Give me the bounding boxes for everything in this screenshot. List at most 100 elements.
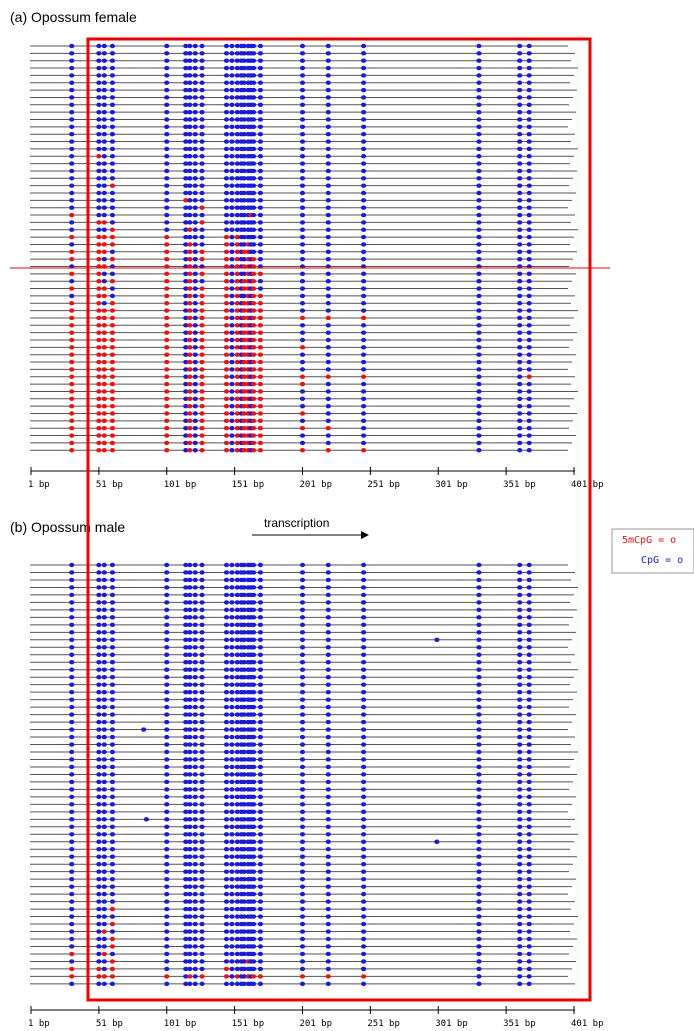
unmethylated-cpg-site bbox=[223, 959, 230, 964]
unmethylated-cpg-site bbox=[257, 832, 264, 837]
unmethylated-cpg-site bbox=[360, 367, 367, 372]
unmethylated-cpg-site bbox=[183, 645, 189, 650]
unmethylated-cpg-site bbox=[183, 87, 189, 93]
unmethylated-cpg-site bbox=[517, 132, 523, 137]
methylated-cpg-site bbox=[109, 411, 116, 416]
unmethylated-cpg-site bbox=[476, 562, 482, 568]
unmethylated-cpg-site bbox=[183, 301, 189, 306]
unmethylated-cpg-site bbox=[199, 869, 205, 874]
unmethylated-cpg-site bbox=[325, 787, 331, 792]
unmethylated-cpg-site bbox=[223, 43, 230, 49]
unmethylated-cpg-site bbox=[526, 227, 532, 232]
unmethylated-cpg-site bbox=[526, 65, 532, 71]
unmethylated-cpg-site bbox=[325, 719, 331, 725]
unmethylated-cpg-site bbox=[517, 109, 523, 115]
unmethylated-cpg-site bbox=[360, 652, 367, 657]
unmethylated-cpg-site bbox=[360, 630, 367, 635]
unmethylated-cpg-site bbox=[96, 704, 102, 710]
unmethylated-cpg-site bbox=[164, 749, 170, 755]
unmethylated-cpg-site bbox=[434, 839, 440, 844]
unmethylated-cpg-site bbox=[199, 809, 205, 815]
unmethylated-cpg-site bbox=[183, 256, 189, 262]
unmethylated-cpg-site bbox=[325, 418, 331, 424]
unmethylated-cpg-site bbox=[299, 689, 306, 695]
unmethylated-cpg-site bbox=[325, 403, 331, 409]
unmethylated-cpg-site bbox=[517, 944, 523, 949]
unmethylated-cpg-site bbox=[69, 652, 75, 657]
methylated-cpg-site bbox=[234, 293, 240, 299]
unmethylated-cpg-site bbox=[257, 929, 264, 934]
unmethylated-cpg-site bbox=[517, 374, 523, 379]
unmethylated-cpg-site bbox=[526, 198, 532, 203]
unmethylated-cpg-site bbox=[69, 58, 75, 63]
unmethylated-cpg-site bbox=[257, 43, 264, 49]
unmethylated-cpg-site bbox=[192, 242, 198, 247]
unmethylated-cpg-site bbox=[234, 682, 240, 687]
unmethylated-cpg-site bbox=[476, 323, 482, 328]
unmethylated-cpg-site bbox=[526, 630, 532, 635]
unmethylated-cpg-site bbox=[183, 712, 189, 717]
unmethylated-cpg-site bbox=[360, 73, 367, 78]
methylated-cpg-site bbox=[234, 234, 240, 240]
unmethylated-cpg-site bbox=[476, 132, 482, 137]
methylated-cpg-site bbox=[187, 345, 193, 350]
unmethylated-cpg-site bbox=[164, 719, 170, 725]
unmethylated-cpg-site bbox=[251, 809, 257, 815]
unmethylated-cpg-site bbox=[229, 854, 235, 859]
unmethylated-cpg-site bbox=[299, 839, 306, 844]
unmethylated-cpg-site bbox=[187, 817, 193, 822]
unmethylated-cpg-site bbox=[517, 242, 523, 247]
unmethylated-cpg-site bbox=[192, 271, 198, 277]
unmethylated-cpg-site bbox=[223, 802, 230, 807]
unmethylated-cpg-site bbox=[476, 65, 482, 71]
unmethylated-cpg-site bbox=[325, 359, 331, 365]
unmethylated-cpg-site bbox=[229, 921, 235, 927]
unmethylated-cpg-site bbox=[164, 921, 170, 927]
unmethylated-cpg-site bbox=[517, 352, 523, 357]
methylated-cpg-site bbox=[241, 330, 247, 335]
unmethylated-cpg-site bbox=[299, 562, 306, 568]
unmethylated-cpg-site bbox=[234, 154, 240, 159]
unmethylated-cpg-site bbox=[360, 787, 367, 792]
unmethylated-cpg-site bbox=[187, 682, 193, 687]
unmethylated-cpg-site bbox=[183, 704, 189, 710]
unmethylated-cpg-site bbox=[192, 418, 198, 424]
unmethylated-cpg-site bbox=[199, 637, 205, 642]
unmethylated-cpg-site bbox=[241, 132, 247, 137]
unmethylated-cpg-site bbox=[183, 876, 189, 882]
unmethylated-cpg-site bbox=[223, 929, 230, 934]
unmethylated-cpg-site bbox=[325, 190, 331, 196]
unmethylated-cpg-site bbox=[476, 330, 482, 335]
methylated-cpg-site bbox=[199, 345, 205, 350]
methylated-cpg-site bbox=[223, 301, 230, 306]
unmethylated-cpg-site bbox=[229, 220, 235, 225]
unmethylated-cpg-site bbox=[517, 330, 523, 335]
unmethylated-cpg-site bbox=[183, 117, 189, 122]
unmethylated-cpg-site bbox=[251, 906, 257, 912]
unmethylated-cpg-site bbox=[229, 337, 235, 343]
unmethylated-cpg-site bbox=[69, 742, 75, 747]
unmethylated-cpg-site bbox=[229, 279, 235, 284]
unmethylated-cpg-site bbox=[299, 652, 306, 657]
unmethylated-cpg-site bbox=[251, 802, 257, 807]
unmethylated-cpg-site bbox=[69, 227, 75, 232]
unmethylated-cpg-site bbox=[199, 102, 205, 108]
unmethylated-cpg-site bbox=[187, 876, 193, 882]
unmethylated-cpg-site bbox=[199, 757, 205, 762]
unmethylated-cpg-site bbox=[299, 914, 306, 919]
unmethylated-cpg-site bbox=[96, 176, 102, 181]
unmethylated-cpg-site bbox=[69, 161, 75, 166]
unmethylated-cpg-site bbox=[192, 637, 198, 642]
unmethylated-cpg-site bbox=[257, 146, 264, 152]
methylated-cpg-site bbox=[109, 440, 116, 446]
unmethylated-cpg-site bbox=[360, 749, 367, 755]
unmethylated-cpg-site bbox=[299, 585, 306, 590]
unmethylated-cpg-site bbox=[251, 929, 257, 934]
unmethylated-cpg-site bbox=[526, 884, 532, 889]
unmethylated-cpg-site bbox=[223, 183, 230, 188]
unmethylated-cpg-site bbox=[101, 95, 107, 100]
unmethylated-cpg-site bbox=[241, 95, 247, 100]
unmethylated-cpg-site bbox=[526, 389, 532, 394]
unmethylated-cpg-site bbox=[223, 876, 230, 882]
unmethylated-cpg-site bbox=[517, 205, 523, 210]
